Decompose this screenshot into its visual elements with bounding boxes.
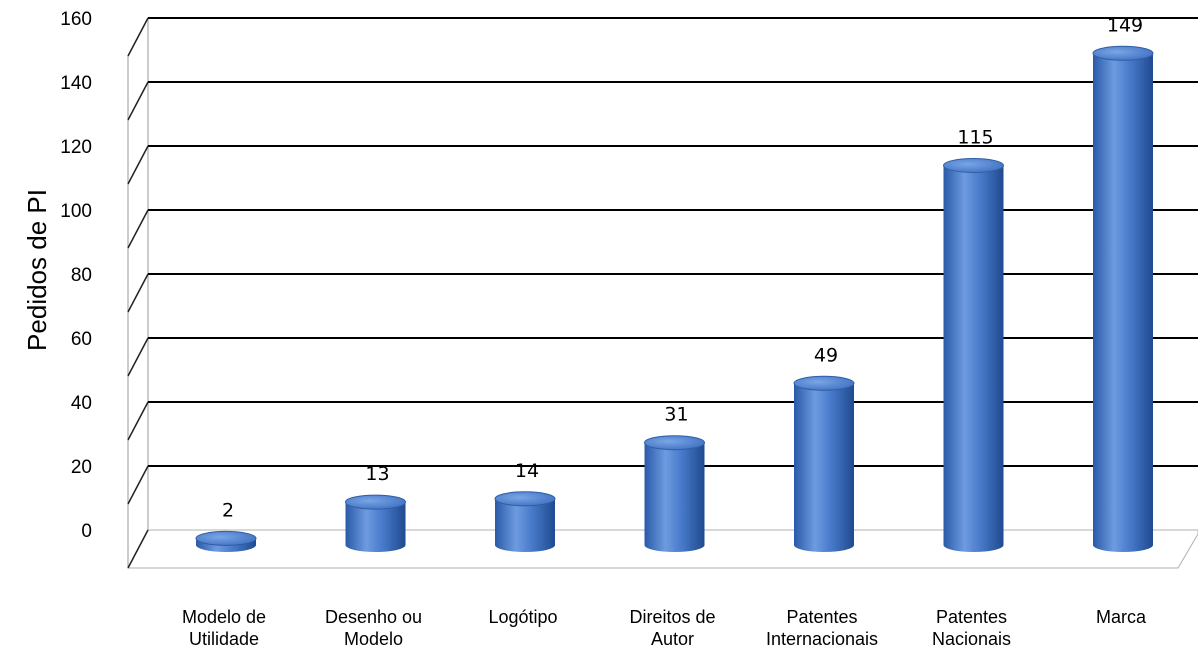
y-tick-label: 160 (60, 9, 92, 30)
y-tick-label: 100 (60, 201, 92, 222)
category-label: Marca (1096, 607, 1147, 627)
y-tick-label: 40 (71, 393, 92, 414)
data-label: 14 (515, 460, 539, 482)
data-label: 2 (222, 499, 234, 521)
y-tick-label: 60 (71, 329, 92, 350)
category-label: Desenho ou Modelo (325, 607, 422, 649)
category-label-line: Logótipo (488, 607, 557, 627)
y-tick-label: 20 (71, 457, 92, 478)
bar (495, 498, 555, 552)
bars (195, 45, 1154, 553)
category-label: Patentes Nacionais (932, 607, 1011, 649)
y-axis-label: Pedidos de PI (22, 189, 52, 351)
category-label-line: Patentes (936, 607, 1007, 627)
category-label-line: Patentes (786, 607, 857, 627)
category-label-line: Modelo de (182, 607, 266, 627)
y-tick-label: 120 (60, 137, 92, 158)
y-tick-labels: 0 20 40 60 80 100 120 140 160 (60, 9, 92, 542)
category-labels: Modelo de Utilidade Desenho ou Modelo Logóti… (182, 607, 1147, 649)
category-label-line: Modelo (344, 629, 403, 649)
y-tick-label: 80 (71, 265, 92, 286)
gridline-side (127, 401, 149, 441)
category-label: Direitos de Autor (629, 607, 715, 649)
gridline-side (127, 273, 149, 313)
y-tick-label: 140 (60, 73, 92, 94)
data-label: 115 (957, 127, 993, 149)
bar-top (494, 491, 556, 507)
bar (644, 442, 705, 552)
gridline-side (127, 209, 149, 249)
category-label: Logótipo (488, 607, 557, 627)
category-label-line: Direitos de (629, 607, 715, 627)
bar (1093, 53, 1153, 553)
data-label: 31 (664, 404, 688, 426)
gridline-side (127, 337, 149, 377)
category-label-line: Marca (1096, 607, 1147, 627)
gridline-side (127, 81, 149, 121)
category-label-line: Desenho ou (325, 607, 422, 627)
category-label-line: Internacionais (766, 629, 878, 649)
bar-top (1092, 45, 1154, 61)
gridline-side (127, 145, 149, 185)
bar (345, 502, 406, 552)
bar-top (195, 530, 257, 546)
category-label-line: Nacionais (932, 629, 1011, 649)
gridline-side (127, 465, 149, 505)
bar-top (943, 158, 1004, 173)
data-labels: 2 13 14 31 49 115 149 (222, 14, 1143, 521)
category-label: Modelo de Utilidade (182, 607, 266, 649)
category-label-line: Utilidade (189, 629, 259, 649)
gridline-side (127, 529, 149, 569)
bar (794, 383, 854, 552)
bar-top (793, 375, 855, 391)
gridlines (127, 17, 1198, 569)
category-label-line: Autor (651, 629, 694, 649)
y-tick-label: 0 (81, 521, 92, 542)
data-label: 49 (814, 344, 838, 366)
data-label: 13 (365, 463, 389, 485)
bar-top (644, 435, 705, 451)
category-label: Patentes Internacionais (766, 607, 878, 649)
bar (943, 165, 1004, 552)
bar-top (345, 494, 406, 510)
gridline-side (127, 17, 149, 57)
data-label: 149 (1107, 14, 1143, 36)
